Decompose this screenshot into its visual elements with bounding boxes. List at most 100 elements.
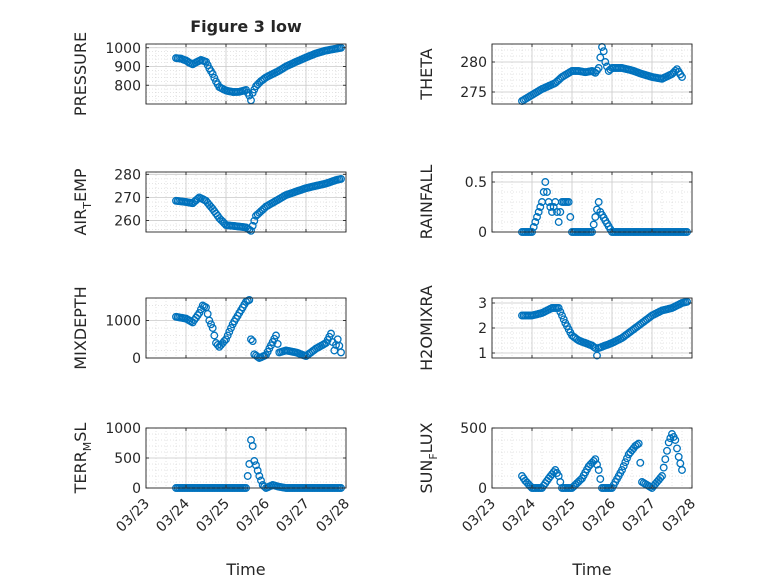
data-point [656,474,665,482]
y-axis-label: MIXDEPTH [71,286,90,369]
data-point [549,468,558,477]
data-point [205,316,214,325]
data-point [250,216,259,225]
data-point [534,208,543,216]
y-axis-label: SUNFLUX [417,422,440,493]
data-point [546,203,555,211]
data-point [227,324,235,332]
y-tick-label: 500 [460,421,487,437]
data-point [601,58,610,66]
y-tick-label: 1000 [105,421,141,437]
grid-lines [491,171,692,233]
subplot-air_temp: 260 270 280 AIRTEMP [71,167,347,236]
data-point [678,466,686,474]
data-point [564,198,573,206]
data-point [536,203,545,211]
y-axis-label: RAINFALL [417,165,436,240]
subplot-mixdepth: 0 1000 MIXDEPTH [71,286,347,370]
data-point [594,198,603,206]
y-tick-label: 3 [478,296,487,312]
data-point [618,466,626,474]
data-point [252,461,260,470]
data-point [591,213,600,221]
data-point [327,329,335,338]
y-axis-label: THETA [417,48,436,100]
data-point [548,208,556,216]
y-tick-label: 260 [114,213,141,229]
data-point [531,218,540,226]
data-point [337,348,345,357]
data-point [247,226,255,235]
y-axis-label: PRESSURE [71,32,90,116]
data-point [210,331,219,340]
data-point [596,475,605,483]
data-point [207,320,215,329]
y-axis-label: AIRTEMP [71,168,94,235]
data-point [248,221,257,230]
data-point [533,213,541,221]
data-point [636,458,645,467]
subplot-rainfall: 0 0.5 RAINFALL [417,165,693,241]
data-point [619,462,628,471]
y-tick-label: 900 [114,60,141,76]
y-tick-label: 0 [132,481,141,497]
data-point [664,438,673,447]
data-point [556,307,565,316]
y-tick-label: 270 [114,190,141,206]
data-point [248,442,257,450]
data-point [661,455,670,464]
chart-title: Figure 3 low [190,17,302,36]
x-axis-label: Time [571,560,611,579]
data-point [666,434,675,443]
data-point [596,53,605,62]
data-point [663,446,671,455]
data-point [195,309,204,317]
data-point [539,188,548,196]
data-point [257,476,265,485]
x-axis-label: Time [225,560,265,579]
data-point [634,439,643,448]
data-point [272,331,280,340]
data-point [253,466,262,475]
data-point [543,188,551,196]
data-point [243,472,252,480]
y-axis-label: TERRMSL [71,423,94,495]
data-point [633,440,641,449]
y-tick-label: 800 [114,78,141,94]
series-markers [172,295,345,362]
axes-box [145,43,347,105]
data-point [589,220,598,229]
data-point [683,297,691,306]
y-tick-label: 280 [460,55,487,71]
axes-box [491,427,693,489]
data-point [210,73,219,82]
data-point [250,457,259,465]
data-point [553,208,561,216]
data-point [556,208,565,216]
data-point [255,472,264,480]
data-point [208,70,217,78]
series-markers [518,297,691,360]
data-point [247,335,255,344]
data-point [248,337,257,346]
data-point [220,337,229,346]
data-point [621,458,630,467]
data-point [559,315,568,324]
data-point [594,466,603,474]
series-markers [172,43,345,105]
y-tick-label: 280 [114,167,141,183]
data-point [678,73,686,81]
y-tick-label: 0 [478,225,487,241]
data-point [593,351,601,360]
data-point [223,331,232,340]
y-tick-label: 0 [478,481,487,497]
data-point [208,324,217,332]
y-tick-label: 275 [460,85,487,101]
data-point [554,304,563,312]
data-point [558,311,566,320]
data-point [222,335,230,344]
y-tick-label: 1 [478,346,487,362]
data-point [593,460,601,469]
data-point [273,339,282,348]
